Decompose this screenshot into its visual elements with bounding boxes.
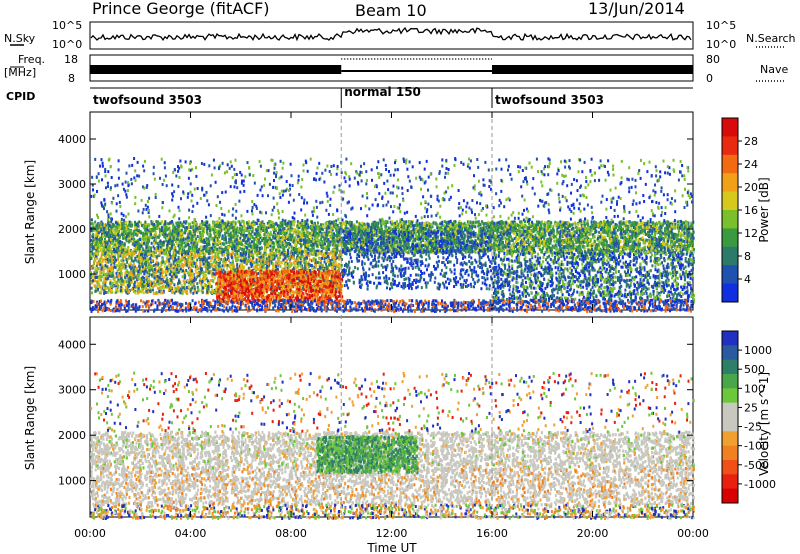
cpid-segment-label: twofsound 3503 [495,93,604,107]
power-echo-cell [553,240,555,243]
nave-tick-bottom: 0 [706,72,713,85]
freq-label-line1: Freq. [18,53,45,66]
radar-summary-plot: Prince George (fitACF) Beam 10 13/Jun/20… [0,0,800,554]
date-title: 13/Jun/2014 [588,0,685,18]
freq-band-twofsound-2 [492,65,693,74]
freq-band-twofsound-1 [90,65,341,74]
cpid-segment-label: twofsound 3503 [93,93,202,107]
nsearch-tick-top: 10^5 [706,19,736,32]
nsearch-tick-bottom: 10^0 [706,38,736,51]
freq-tick-bottom: 8 [68,72,75,85]
nave-label: Nave [760,63,788,76]
freq-tick-top: 18 [64,53,78,66]
nsky-tick-top: 10^5 [52,19,82,32]
station-title: Prince George (fitACF) [92,0,270,18]
power-echo-cell [439,222,441,225]
cpid-label: CPID [6,90,35,103]
nsky-tick-bottom: 10^0 [52,38,82,51]
power-echo-cell [513,232,515,235]
nsky-strip [90,22,693,49]
nave-tick-top: 80 [706,53,720,66]
beam-title: Beam 10 [355,1,427,20]
freq-label-line2: [MHz] [4,66,36,79]
cpid-segment-label: normal 150 [344,85,421,99]
nsky-label: N.Sky [4,32,36,45]
nsearch-label: N.Search [746,32,796,45]
